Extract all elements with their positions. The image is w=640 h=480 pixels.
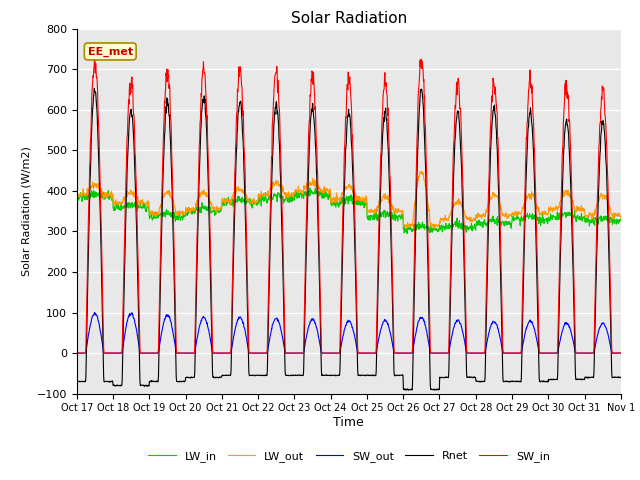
Title: Solar Radiation: Solar Radiation xyxy=(291,11,407,26)
LW_in xyxy=(617,217,625,223)
LW_in xyxy=(255,201,262,206)
Rnet xyxy=(181,378,189,384)
Rnet xyxy=(73,379,81,384)
SW_out xyxy=(255,350,263,356)
Legend: LW_in, LW_out, SW_out, Rnet, SW_in: LW_in, LW_out, SW_out, Rnet, SW_in xyxy=(143,446,554,467)
Rnet xyxy=(195,214,202,220)
SW_out xyxy=(434,350,442,356)
SW_in xyxy=(617,350,625,356)
Rnet xyxy=(434,386,442,392)
LW_out xyxy=(617,215,625,220)
Text: EE_met: EE_met xyxy=(88,47,133,57)
SW_in xyxy=(73,350,81,356)
Rnet xyxy=(404,387,412,393)
LW_in xyxy=(73,193,81,199)
Line: SW_in: SW_in xyxy=(77,55,621,353)
SW_in xyxy=(91,52,99,58)
Rnet xyxy=(505,379,513,384)
LW_in xyxy=(306,185,314,191)
LW_out xyxy=(417,168,425,174)
LW_out xyxy=(194,199,202,204)
LW_in xyxy=(553,216,561,221)
Rnet xyxy=(255,372,263,378)
LW_in xyxy=(180,214,188,219)
LW_out xyxy=(553,204,561,210)
LW_in xyxy=(505,221,513,227)
LW_out xyxy=(430,226,438,231)
SW_in xyxy=(255,350,263,356)
SW_out xyxy=(617,350,625,356)
SW_out xyxy=(553,350,561,356)
SW_out xyxy=(91,310,99,315)
Rnet xyxy=(617,375,625,381)
LW_out xyxy=(180,210,188,216)
Line: Rnet: Rnet xyxy=(77,88,621,390)
Line: LW_out: LW_out xyxy=(77,171,621,228)
Line: LW_in: LW_in xyxy=(77,188,621,233)
LW_in xyxy=(403,230,411,236)
Rnet xyxy=(553,377,561,383)
X-axis label: Time: Time xyxy=(333,416,364,429)
Rnet xyxy=(90,85,98,91)
LW_out xyxy=(255,194,262,200)
LW_out xyxy=(434,224,442,230)
Y-axis label: Solar Radiation (W/m2): Solar Radiation (W/m2) xyxy=(21,146,31,276)
SW_out xyxy=(505,350,513,356)
SW_in xyxy=(195,184,202,190)
SW_in xyxy=(434,350,442,356)
SW_in xyxy=(505,350,513,356)
LW_out xyxy=(73,192,81,198)
SW_out xyxy=(181,350,189,356)
LW_in xyxy=(434,227,442,232)
SW_in xyxy=(553,350,561,356)
SW_out xyxy=(73,350,81,356)
SW_in xyxy=(181,350,189,356)
SW_out xyxy=(195,329,202,335)
Line: SW_out: SW_out xyxy=(77,312,621,353)
LW_out xyxy=(505,212,513,217)
LW_in xyxy=(194,206,202,212)
